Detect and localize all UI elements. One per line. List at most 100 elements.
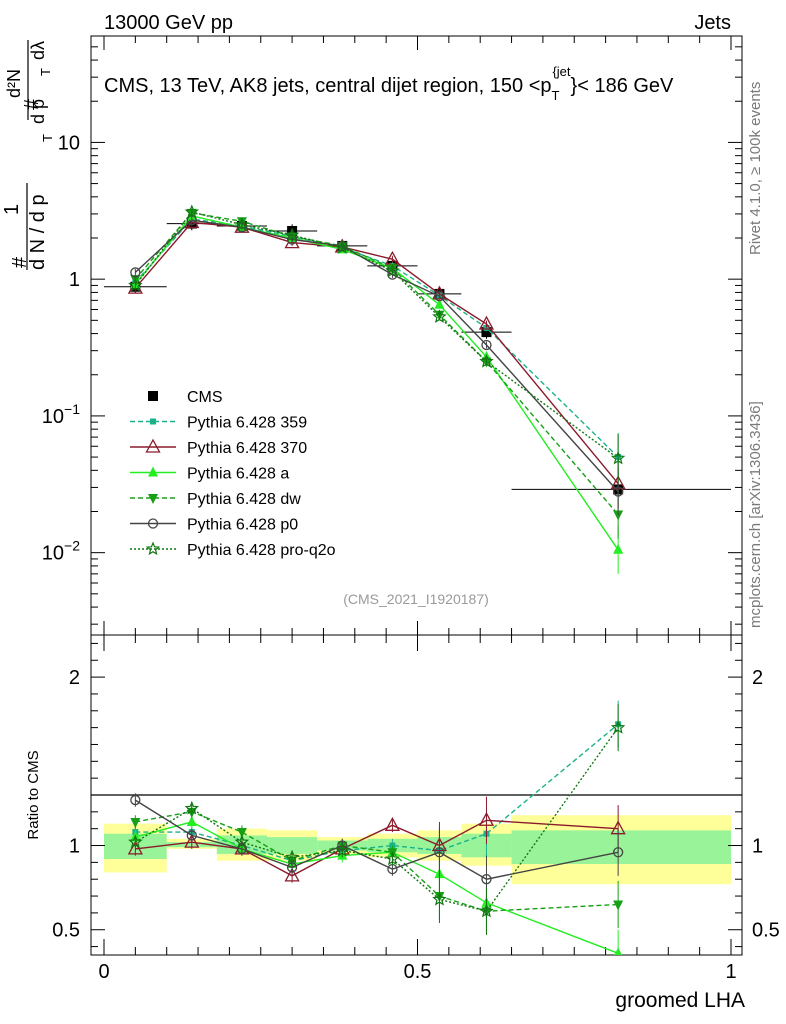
energy-label: 13000 GeV pp [104, 12, 233, 34]
ratio-point-pythia-6-428-a [614, 947, 622, 955]
ratio-point-pythia-6-428-p0 [130, 794, 141, 806]
ylabel-dpt: d p [28, 99, 48, 124]
ratio-point-pythia-6-428-dw [130, 817, 141, 828]
rivet-version-label: Rivet 4.1.0, ≥ 100k events [747, 82, 764, 255]
legend-marker [150, 418, 156, 425]
ylabel-hash2: # [21, 98, 43, 110]
ratio-y-tick-label-right: 1 [752, 836, 763, 858]
legend-marker [147, 518, 159, 529]
point-pythia-6-428-a [613, 543, 624, 554]
ratio-point-pythia-6-428-p0 [481, 874, 492, 885]
legend-entry-pythia-6-428-359: Pythia 6.428 359 [130, 415, 307, 432]
ratio-point-pythia-6-428-pro-q2o [234, 834, 250, 849]
ratio-point-pythia-6-428-pro-q2o [432, 891, 447, 906]
legend-entry-pythia-6-428-a: Pythia 6.428 a [130, 466, 289, 483]
ratio-point-pythia-6-428-p0 [612, 847, 624, 858]
legend-marker [145, 541, 161, 556]
ratio-point-pythia-6-428-dw [236, 828, 247, 839]
point-pythia-6-428-pro-q2o [234, 217, 250, 231]
point-pythia-6-428-pro-q2o [385, 263, 400, 277]
ratio-y-tick-label-right: 0.5 [752, 920, 780, 942]
legend-label: Pythia 6.428 p0 [187, 517, 298, 534]
legend-entry-pythia-6-428-dw: Pythia 6.428 dw [130, 491, 301, 508]
point-pythia-6-428-pro-q2o [335, 240, 350, 254]
band-green [267, 837, 318, 854]
main-y-axis-label: # 1 d N / d p T # d²N d p T dλ [1, 40, 55, 270]
main-y-ticks: 10−2 10−1 1 10 [42, 35, 742, 635]
ratio-point-pythia-6-428-a [186, 815, 197, 826]
point-pythia-6-428-pro-q2o [284, 227, 300, 242]
ratio-point-pythia-6-428-pro-q2o [479, 903, 494, 918]
ratio-y-tick-label-left: 2 [69, 667, 80, 689]
legend-label: Pythia 6.428 dw [187, 491, 301, 508]
ratio-point-pythia-6-428-pro-q2o [284, 849, 300, 864]
point-pythia-6-428-pro-q2o [432, 309, 447, 323]
point-pythia-6-428-pro-q2o [479, 353, 494, 368]
x-tick-label: 1 [725, 961, 736, 983]
point-pythia-6-428-p0 [186, 215, 197, 226]
series-pythia-6-428-370 [127, 214, 626, 508]
point-pythia-6-428-359 [483, 324, 490, 331]
ratio-y-axis-label: Ratio to CMS [25, 750, 42, 839]
legend-entry-cms: CMS [148, 389, 223, 406]
ratio-point-pythia-6-428-pro-q2o [610, 720, 626, 734]
ratio-point-pythia-6-428-pro-q2o [335, 843, 350, 857]
point-pythia-6-428-370 [478, 315, 495, 330]
point-pythia-6-428-a [434, 298, 445, 309]
band-green [511, 830, 731, 865]
x-tick-label: 0.5 [404, 961, 432, 983]
ratio-point-pythia-6-428-pro-q2o [184, 800, 200, 815]
ratio-point-pythia-6-428-370 [284, 867, 300, 882]
ylabel-one: 1 [1, 204, 23, 215]
legend-label: Pythia 6.428 370 [187, 440, 307, 457]
source-label: mcplots.cern.ch [arXiv:1306.3436] [747, 401, 764, 628]
legend: CMS Pythia 6.428 359 Pythia 6.428 370 Pythi… [130, 389, 336, 559]
ratio-point-pythia-6-428-dw [613, 900, 624, 911]
category-label: Jets [694, 12, 731, 34]
legend-entry-pythia-6-428-pro-q2o: Pythia 6.428 pro-q2o [130, 541, 336, 559]
series-line-pythia-6-428-359 [134, 218, 619, 458]
point-pythia-6-428-pro-q2o [184, 204, 200, 219]
ratio-series-pythia-6-428-pro-q2o [128, 704, 626, 935]
ratio-y-tick-label-right: 2 [752, 667, 763, 689]
ylabel-t2: T [38, 68, 53, 76]
point-pythia-6-428-p0 [130, 267, 141, 278]
ylabel-dlambda: dλ [28, 41, 48, 60]
main-series-group [104, 204, 731, 574]
legend-label: Pythia 6.428 359 [187, 415, 307, 432]
x-axis-label: groomed LHA [615, 989, 745, 1012]
point-pythia-6-428-p0 [481, 339, 492, 351]
legend-entry-pythia-6-428-p0: Pythia 6.428 p0 [130, 517, 298, 534]
ylabel-t1: T [40, 134, 55, 142]
ylabel-hash: # [9, 256, 31, 268]
main-y-tick-label: 1 [69, 269, 80, 291]
ratio-point-pythia-6-428-pro-q2o [128, 834, 143, 849]
series-pythia-6-428-pro-q2o [128, 204, 626, 483]
main-y-tick-label: 10−2 [42, 538, 80, 565]
ratio-point-pythia-6-428-370 [127, 840, 143, 855]
series-line-pythia-6-428-pro-q2o [134, 211, 619, 459]
legend-label: Pythia 6.428 a [187, 466, 289, 483]
ratio-point-pythia-6-428-370 [384, 816, 401, 831]
point-pythia-6-428-p0 [434, 291, 445, 302]
reference-label: (CMS_2021_I1920187) [343, 591, 489, 607]
ratio-y-tick-label-left: 1 [69, 836, 80, 858]
ratio-point-pythia-6-428-370 [184, 833, 200, 848]
legend-marker [145, 438, 161, 453]
legend-marker [148, 466, 158, 477]
ratio-point-pythia-6-428-p0 [434, 847, 445, 858]
ylabel-dn: d N / d p [27, 194, 49, 270]
ylabel-d2n: d²N [4, 69, 24, 98]
x-tick-label: 0 [98, 961, 109, 983]
legend-marker [148, 494, 158, 504]
point-pythia-6-428-pro-q2o [610, 450, 626, 465]
legend-label: Pythia 6.428 pro-q2o [187, 542, 336, 559]
ratio-line-pythia-6-428-dw [135, 811, 619, 912]
plot-title: CMS, 13 TeV, AK8 jets, central dijet reg… [104, 64, 674, 103]
main-y-tick-label: 10 [58, 132, 80, 154]
ratio-y-tick-label-left: 0.5 [52, 920, 80, 942]
legend-marker [148, 391, 158, 401]
ratio-point-pythia-6-428-370 [478, 811, 495, 826]
ratio-ticks: 0.5 0.5 1 1 2 2 0 0.5 1 [52, 635, 780, 983]
